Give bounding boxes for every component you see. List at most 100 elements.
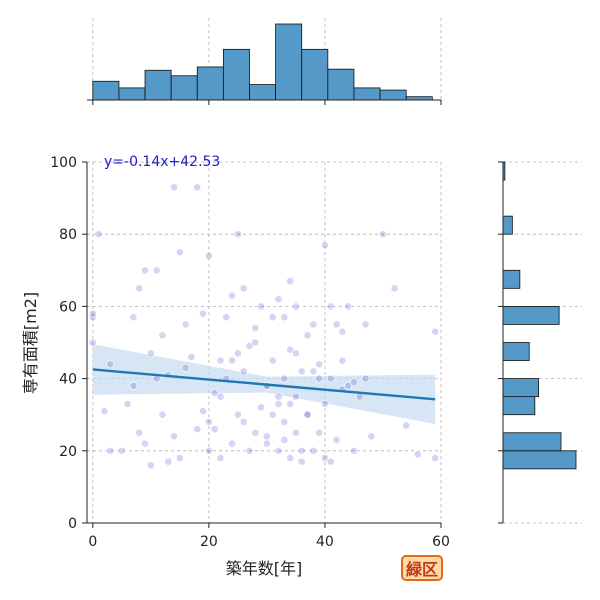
data-point (332, 320, 341, 329)
x-hist-bar (92, 80, 120, 101)
data-point (175, 248, 184, 257)
data-point (292, 392, 300, 401)
data-point (286, 454, 295, 462)
data-point (210, 425, 219, 434)
data-point (245, 342, 254, 351)
data-point (297, 446, 306, 455)
y-tick-label: 60 (59, 299, 77, 315)
data-point (158, 331, 167, 340)
x-hist-bar (353, 87, 381, 101)
x-hist-bar (170, 75, 198, 101)
data-point (129, 381, 138, 390)
data-point (379, 230, 387, 239)
data-point (88, 309, 97, 318)
data-point (309, 320, 318, 329)
data-point (233, 410, 242, 419)
data-point (286, 277, 295, 286)
data-point (280, 313, 289, 322)
y-tick-label: 0 (68, 516, 77, 532)
data-point (274, 392, 283, 401)
data-point (228, 356, 236, 365)
data-point (146, 349, 155, 358)
data-point (141, 266, 149, 275)
data-point (286, 399, 295, 408)
data-point (117, 446, 126, 455)
data-point (367, 432, 376, 441)
data-point (164, 457, 173, 466)
x-hist-bar (379, 89, 407, 101)
regression-equation: y=-0.14x+42.53 (104, 154, 220, 170)
y-tick-label: 20 (59, 444, 77, 460)
y-tick-label: 100 (50, 155, 77, 171)
data-point (106, 360, 115, 369)
data-point (100, 407, 109, 415)
data-point (94, 230, 103, 239)
data-point (315, 374, 324, 383)
data-point (204, 446, 213, 455)
y-hist-bar (502, 215, 513, 235)
data-point (170, 432, 178, 441)
data-point (204, 251, 213, 260)
data-point (216, 356, 225, 365)
data-point (431, 454, 440, 462)
data-point (257, 302, 265, 311)
scatter-points (88, 183, 440, 470)
x-hist-bar (196, 66, 224, 101)
data-point (344, 302, 353, 311)
data-point (268, 356, 277, 365)
data-point (292, 349, 300, 358)
data-point (315, 428, 324, 437)
data-point (228, 291, 236, 300)
data-point (239, 367, 248, 376)
data-point (146, 461, 155, 470)
x-hist-bar (222, 48, 250, 101)
data-point (350, 446, 358, 455)
data-point (297, 457, 306, 466)
data-point (280, 374, 289, 383)
x-tick-label: 20 (200, 534, 218, 550)
data-point (88, 338, 97, 347)
data-point (222, 313, 231, 322)
x-tick-label: 0 (88, 534, 97, 550)
data-point (402, 421, 411, 430)
data-point (309, 446, 318, 455)
data-point (135, 428, 144, 437)
y-hist-bar (502, 342, 530, 361)
data-point (199, 309, 207, 318)
x-hist-bar (301, 48, 329, 101)
data-point (350, 378, 358, 387)
data-point (257, 403, 265, 412)
data-point (193, 425, 202, 434)
x-tick-label: 40 (316, 534, 334, 550)
x-hist-bar (249, 84, 277, 101)
x-axis-label: 築年数[年] (226, 559, 303, 578)
y-tick-label: 80 (59, 227, 77, 243)
data-point (321, 399, 329, 408)
data-point (280, 436, 289, 444)
x-hist-bar (118, 87, 146, 101)
y-hist-bar (502, 450, 577, 470)
data-point (141, 439, 149, 448)
data-point (286, 345, 295, 354)
data-point (268, 410, 277, 419)
data-point (361, 320, 370, 329)
data-point (245, 446, 254, 455)
grid-lines (87, 161, 442, 524)
data-point (216, 454, 225, 462)
data-point (280, 418, 289, 426)
data-point (239, 418, 248, 426)
axes: 0 20 40 60 0 20 40 60 80 100 (50, 155, 450, 550)
data-point (326, 374, 335, 383)
y-tick-label: 40 (59, 372, 77, 388)
x-hist-bar (327, 68, 355, 101)
data-point (413, 450, 422, 459)
data-point (338, 356, 347, 365)
data-point (233, 230, 242, 239)
data-point (170, 183, 178, 192)
x-hist-bar (275, 23, 303, 101)
data-point (239, 284, 248, 293)
data-point (216, 392, 225, 401)
data-point (297, 367, 306, 376)
x-tick-label: 60 (432, 534, 450, 550)
